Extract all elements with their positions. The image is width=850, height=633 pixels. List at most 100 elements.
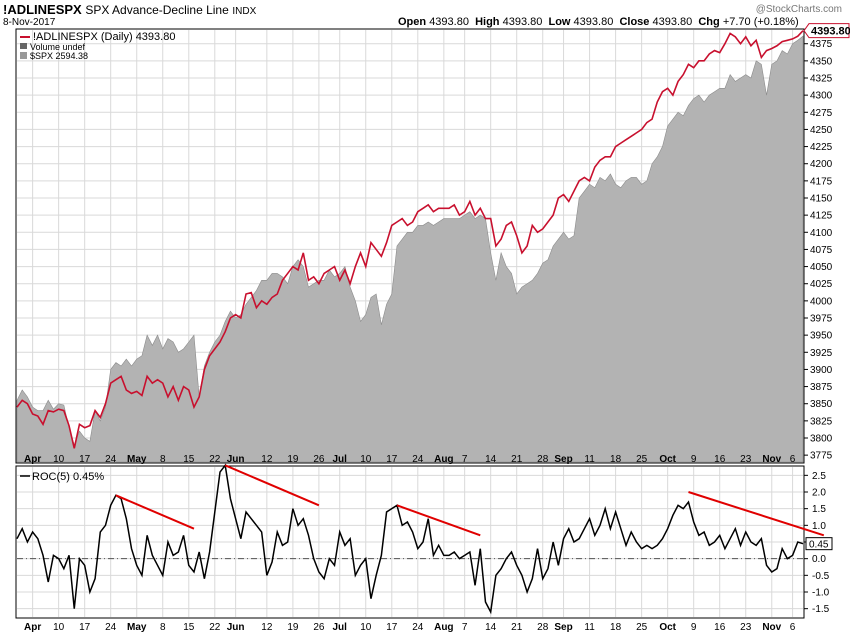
price-y-tick-label: 3850 [810,399,833,410]
price-y-axis: 3775 3800 3825 3850 3875 3900 3925 3950 3975 4000… [804,39,833,462]
symbol-name: SPX Advance-Decline Line [85,3,229,17]
roc-x-tick-label: 23 [740,622,752,633]
price-x-tick-label: Oct [659,454,676,465]
price-y-tick-label: 4100 [810,228,833,239]
price-x-tick-label: 26 [313,454,325,465]
price-x-tick-label: 28 [537,454,549,465]
roc-panel: -1.5-1.0-0.50.00.51.01.52.02.5 Apr101724… [15,463,833,633]
price-x-tick-label: 9 [691,454,697,465]
price-y-tick-label: 3900 [810,365,833,376]
price-y-tick-label: 4350 [810,56,833,67]
spx-legend-swatch [20,52,27,59]
price-y-tick-label: 4125 [810,211,833,222]
roc-x-tick-label: Jul [333,622,348,633]
price-y-tick-label: 4150 [810,194,833,205]
price-y-tick-label: 4000 [810,296,833,307]
symbol-title: !ADLINESPX SPX Advance-Decline Line INDX [3,2,256,20]
price-y-tick-label: 4225 [810,142,833,153]
price-y-tick-label: 4375 [810,39,833,50]
price-x-tick-label: 24 [412,454,424,465]
roc-x-tick-label: 16 [714,622,726,633]
price-x-tick-label: 17 [386,454,398,465]
close-value: 4393.80 [652,16,693,28]
price-y-tick-label: 3975 [810,314,833,325]
price-x-tick-label: Jun [227,454,245,465]
roc-x-tick-label: 15 [183,622,195,633]
roc-x-tick-label: May [127,622,147,633]
price-x-tick-label: Jul [333,454,348,465]
roc-x-tick-label: 19 [287,622,299,633]
roc-last-tag-box [805,537,833,551]
spx-area-series [16,35,804,463]
roc-x-tick-label: 11 [584,622,595,633]
price-x-tick-label: 10 [360,454,372,465]
roc-y-tick-label: -1.5 [812,604,830,615]
roc-y-tick-label: 0.0 [812,554,826,565]
price-x-axis: Apr 10 17 24 May 8 15 22 Jun 12 19 26 Jul 10 17 24 Aug 7 1… [24,454,796,465]
roc-x-tick-label: 26 [313,622,325,633]
roc-x-tick-label: 24 [412,622,424,633]
roc-trendline [224,464,320,507]
roc-x-tick-label: 14 [485,622,497,633]
open-label: Open [398,16,427,28]
price-x-tick-label: 6 [790,454,796,465]
adline-legend-label: !ADLINESPX (Daily) 4393.80 [33,31,175,43]
roc-legend: ROC(5) 0.45% [20,471,104,483]
price-x-tick-label: Sep [554,454,572,465]
roc-y-tick-label: 1.0 [812,521,826,532]
price-y-tick-label: 3775 [810,451,833,462]
roc-x-tick-label: 18 [610,622,622,633]
roc-x-tick-label: 7 [462,622,468,633]
chart-date: 8-Nov-2017 [3,17,56,28]
price-y-tick-label: 4275 [810,108,833,119]
roc-x-tick-label: Oct [659,622,676,633]
price-y-tick-label: 4200 [810,159,833,170]
price-x-tick-label: Nov [762,454,781,465]
high-label: High [475,16,500,28]
price-x-tick-label: 14 [485,454,497,465]
price-x-tick-label: 16 [714,454,726,465]
price-y-tick-label: 3825 [810,416,833,427]
price-x-tick-label: 12 [261,454,273,465]
roc-trendline [115,494,195,530]
price-y-tick-label: 4025 [810,279,833,290]
price-x-tick-label: 22 [209,454,221,465]
roc-series-line [16,463,804,615]
price-x-tick-label: 25 [636,454,648,465]
price-x-tick-label: 15 [183,454,195,465]
price-x-tick-label: Aug [434,454,453,465]
price-y-tick-label: 3950 [810,331,833,342]
roc-y-tick-label: 2.0 [812,488,826,499]
price-x-tick-label: 19 [287,454,299,465]
roc-x-tick-label: Sep [554,622,572,633]
roc-legend-label: ROC(5) 0.45% [32,471,104,483]
price-y-tick-label: 3925 [810,348,833,359]
chg-value: +7.70 (+0.18%) [722,16,799,28]
roc-y-tick-label: 2.5 [812,471,826,482]
price-y-tick-label: 3800 [810,434,833,445]
roc-y-tick-label: -1.0 [812,588,830,599]
roc-x-tick-label: 21 [511,622,523,633]
last-price-tag-shape [803,23,850,39]
price-x-tick-label: 23 [740,454,752,465]
volume-legend-swatch [20,43,27,49]
price-y-tick-label: 4075 [810,245,833,256]
low-label: Low [548,16,571,28]
price-x-tick-label: 21 [511,454,523,465]
high-value: 4393.80 [502,16,543,28]
volume-legend-label: Volume undef [30,42,86,52]
roc-y-tick-label: 1.5 [812,504,826,515]
symbol-exchange: INDX [232,6,257,17]
roc-x-tick-label: Jun [227,622,245,633]
roc-x-tick-label: 10 [360,622,372,633]
price-x-tick-label: 10 [53,454,65,465]
spx-legend-label: $SPX 2594.38 [30,51,88,61]
price-x-tick-label: 11 [584,454,595,465]
open-value: 4393.80 [429,16,469,28]
price-y-tick-label: 4325 [810,74,833,85]
price-y-tick-label: 4300 [810,91,833,102]
roc-trendline [396,504,481,537]
price-x-tick-label: May [127,454,147,465]
price-panel: 3775 3800 3825 3850 3875 3900 3925 3950 3975 4000… [15,23,850,465]
